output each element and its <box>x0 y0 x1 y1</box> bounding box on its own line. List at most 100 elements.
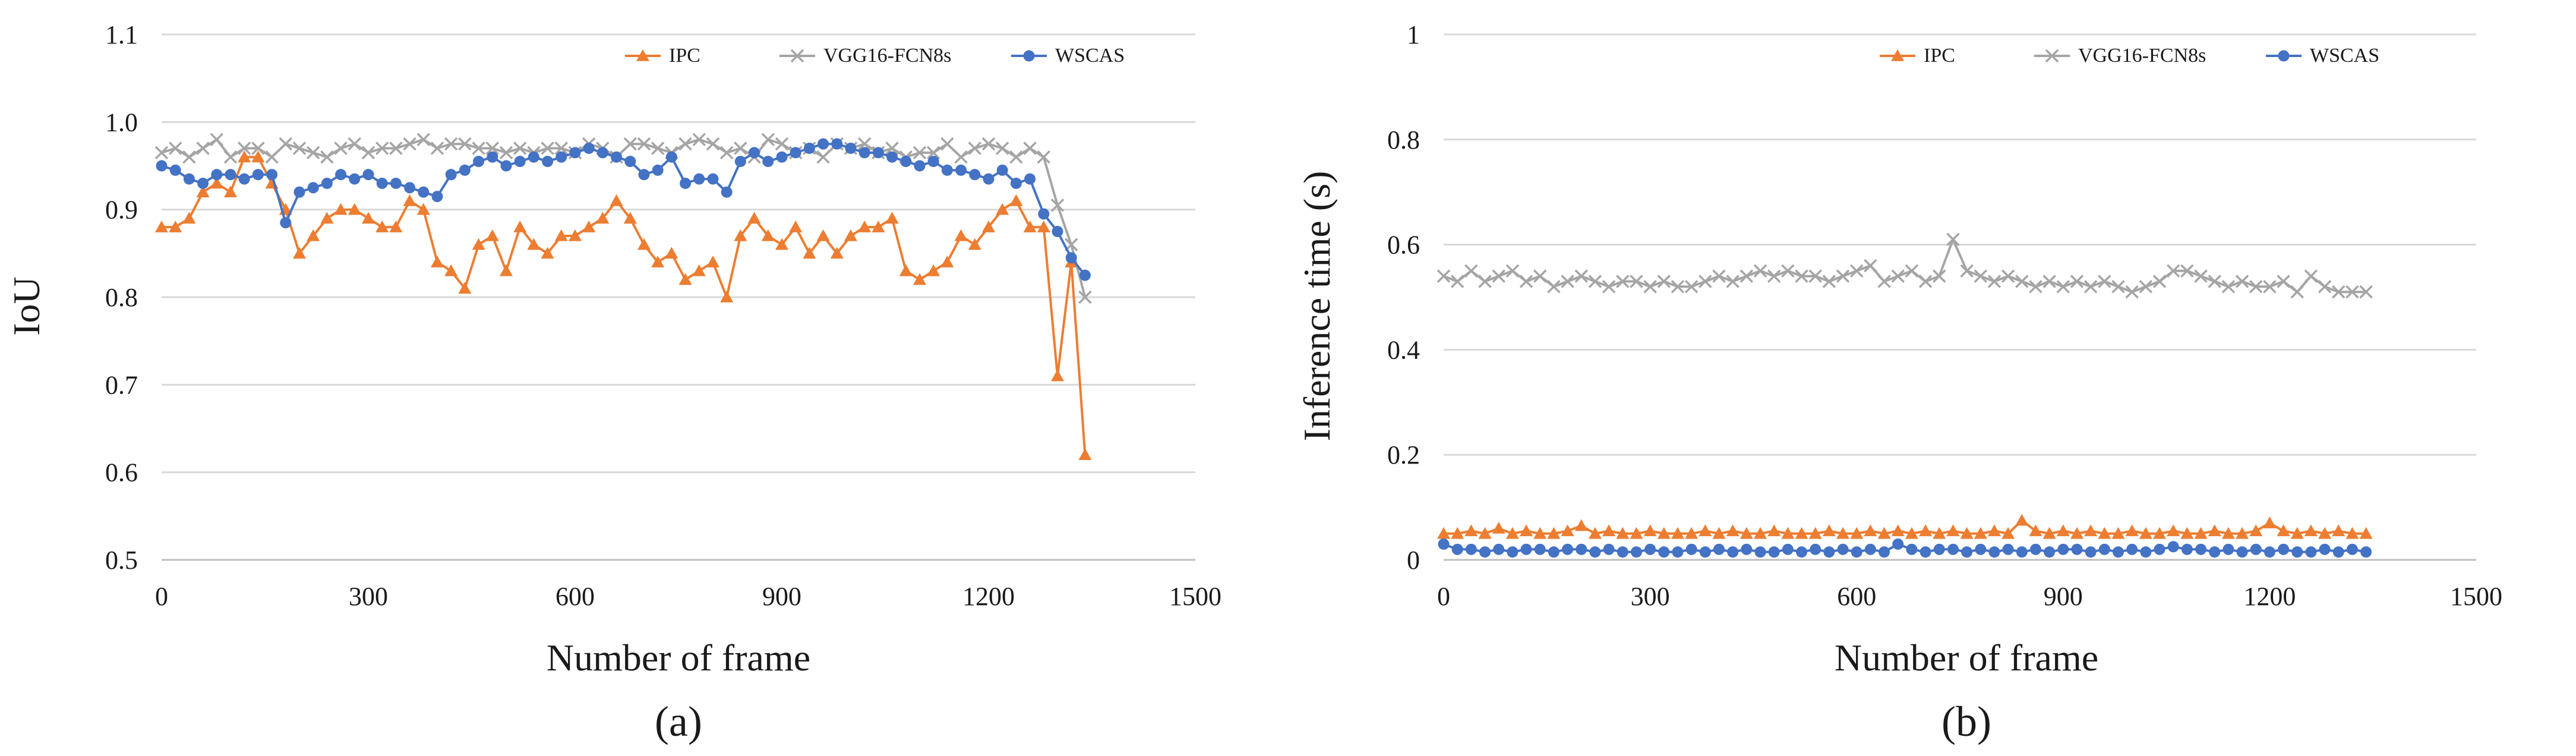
series-vgg16-fcn8s-point <box>513 141 527 155</box>
series-vgg16-fcn8s-point <box>1478 275 1492 288</box>
series-wscas-point <box>2112 546 2124 558</box>
panel-caption: (a) <box>655 698 702 745</box>
series-vgg16-fcn8s-point <box>292 141 307 155</box>
series-ipc-point <box>2249 524 2263 537</box>
series-ipc <box>155 150 1092 460</box>
series-vgg16-fcn8s-point <box>1891 269 1905 283</box>
legend-vgg16-fcn8s-label: VGG16-FCN8s <box>2078 45 2206 67</box>
series-vgg16-fcn8s-point <box>1836 269 1850 283</box>
series-ipc-point <box>1037 220 1050 232</box>
series-wscas-point <box>183 173 195 185</box>
series-wscas-point <box>1975 543 1987 555</box>
series-wscas-point <box>941 164 953 176</box>
series-wscas-point <box>1823 546 1835 558</box>
series-vgg16-fcn8s-point <box>885 141 899 155</box>
series-ipc-point <box>2043 527 2056 539</box>
y-tick-label: 0.6 <box>105 458 138 487</box>
series-vgg16-fcn8s-point <box>1519 275 1533 288</box>
series-wscas-point <box>1562 543 1574 555</box>
series-wscas-point <box>2126 543 2138 555</box>
series-vgg16-fcn8s-point <box>389 141 403 155</box>
series-wscas-point <box>817 138 829 150</box>
x-tick-label: 1500 <box>1169 582 1221 611</box>
x-tick-label: 300 <box>1631 582 1670 611</box>
series-wscas-point <box>349 173 361 185</box>
series-wscas-point <box>2319 543 2331 555</box>
series-ipc-point <box>2345 527 2359 539</box>
legend-wscas-label: WSCAS <box>2310 45 2379 67</box>
series-ipc-point <box>2236 527 2249 539</box>
series-vgg16-fcn8s-point <box>2125 285 2139 299</box>
series-vgg16-fcn8s-point <box>1946 232 1960 246</box>
series-vgg16-fcn8s-point <box>182 150 196 164</box>
series-vgg16-fcn8s-point <box>719 146 734 160</box>
series-ipc-point <box>1850 527 1864 539</box>
series-wscas-point <box>2360 546 2372 558</box>
y-tick-label: 1 <box>1407 20 1420 49</box>
series-wscas-point <box>1699 546 1711 558</box>
series-vgg16-fcn8s-point <box>1781 264 1795 278</box>
series-wscas-point <box>307 182 319 194</box>
series-wscas-point <box>721 186 733 198</box>
series-vgg16-fcn8s-point <box>1643 280 1657 294</box>
series-ipc-point <box>1946 524 1960 537</box>
series-ipc-point <box>1588 527 1602 539</box>
y-tick-label: 1.0 <box>105 108 138 137</box>
series-ipc-point <box>1712 527 1726 539</box>
series-wscas-point <box>749 147 760 159</box>
series-vgg16-fcn8s-point <box>499 146 513 160</box>
series-ipc-point <box>541 247 554 259</box>
series-vgg16-fcn8s-point <box>651 141 665 155</box>
series-vgg16-fcn8s-point <box>1987 275 2002 288</box>
series-wscas-point <box>2085 546 2097 558</box>
y-tick-label: 0.8 <box>105 283 138 312</box>
series-ipc-point <box>2290 527 2304 539</box>
series-wscas-point <box>2209 546 2221 558</box>
series-ipc-point <box>513 220 527 232</box>
series-vgg16-fcn8s-point <box>857 137 872 151</box>
series-ipc-point <box>1671 527 1684 539</box>
series-ipc-point <box>1561 524 1574 537</box>
series-wscas-point <box>1507 546 1519 558</box>
series-ipc-point <box>1877 527 1891 539</box>
y-axis-title: IoU <box>5 276 48 336</box>
y-gridlines <box>1444 33 2476 456</box>
series-ipc-point <box>1451 527 1464 539</box>
series-wscas-point <box>1644 543 1656 555</box>
series-ipc-point <box>844 229 857 241</box>
series-vgg16-fcn8s-point <box>458 137 472 151</box>
series-ipc-point <box>858 220 872 232</box>
y-tick-label: 0.7 <box>105 370 138 399</box>
y-tick-label: 0.5 <box>105 546 138 575</box>
series-ipc-point <box>2277 524 2290 537</box>
series-wscas-point <box>1589 546 1601 558</box>
series-vgg16-fcn8s-point <box>1630 275 1643 288</box>
series-wscas-point <box>762 156 774 168</box>
series-vgg16-fcn8s-point <box>1505 264 1520 278</box>
series-wscas-point <box>1465 543 1477 555</box>
series-vgg16-fcn8s-point <box>223 150 238 164</box>
series-vgg16-fcn8s-point <box>2152 275 2167 288</box>
series-wscas-point <box>1617 546 1628 558</box>
legend-wscas-marker <box>1023 50 1035 62</box>
series-wscas-point <box>1892 538 1904 550</box>
y-tick-label: 0.6 <box>1387 231 1420 260</box>
series-ipc-point <box>1051 369 1064 382</box>
series-wscas-point <box>1754 546 1766 558</box>
series-vgg16-fcn8s-point <box>775 137 789 151</box>
series-vgg16-fcn8s-point <box>1726 275 1740 288</box>
series-ipc-point <box>1960 527 1974 539</box>
series-vgg16-fcn8s-point <box>1450 275 1464 288</box>
series-vgg16-fcn8s-point <box>375 141 389 155</box>
series-ipc-point <box>238 150 251 163</box>
series-wscas-point <box>487 151 498 163</box>
series-wscas-point <box>996 164 1008 176</box>
series-wscas-point <box>2002 543 2014 555</box>
series-wscas-point <box>569 147 581 159</box>
series-vgg16-fcn8s-point <box>968 141 982 155</box>
series-ipc-point <box>1520 524 1533 537</box>
series-vgg16-fcn8s-point <box>1712 269 1726 283</box>
series-wscas-point <box>2057 543 2069 555</box>
series-vgg16-fcn8s-point <box>1877 275 1891 288</box>
